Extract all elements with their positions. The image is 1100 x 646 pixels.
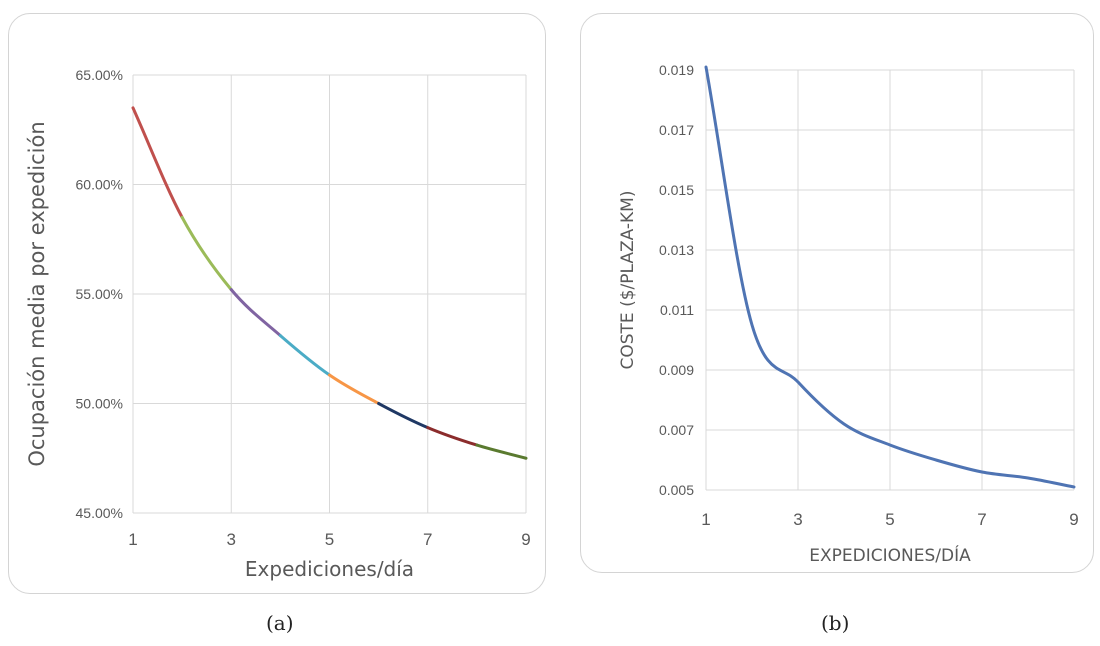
chart-a-line-segment [131,106,184,219]
chart-b-x-tick-label: 7 [977,510,986,529]
chart-a-line-segment [426,426,479,447]
chart-b-y-tick-label: 0.009 [659,362,694,378]
caption-a: (a) [266,611,294,635]
chart-b-x-tick-label: 9 [1069,510,1078,529]
chart-a-y-tick-label: 65.00% [76,67,123,83]
chart-panel-b [580,13,1094,573]
chart-a-line-segment [475,443,528,460]
chart-panel-a [8,13,546,594]
chart-a-line-segment [278,334,331,377]
chart-a-x-tick-label: 5 [325,530,334,549]
chart-a-y-tick-label: 45.00% [76,505,123,521]
chart-a-line-segment [180,215,233,292]
chart-b-y-axis-label: COSTE ($/PLAZA-KM) [618,191,638,370]
chart-b-x-tick-label: 3 [793,510,802,529]
chart-b-plot: 0.005 0.007 0.009 0.011 0.013 0.015 0.017 0.019… [618,62,1079,566]
chart-a-line-segment [229,288,282,338]
chart-a-x-tick-label: 9 [521,530,530,549]
chart-b-y-tick-label: 0.011 [660,302,694,318]
chart-a-x-tick-label: 3 [227,530,236,549]
chart-b-y-tick-label: 0.007 [659,422,694,438]
caption-b: (b) [821,611,850,635]
chart-b-x-axis-label: EXPEDICIONES/DÍA [809,544,971,566]
chart-a-y-tick-label: 50.00% [76,396,123,412]
chart-a-x-tick-label: 1 [128,530,137,549]
chart-a-x-tick-label: 7 [423,530,432,549]
chart-b-x-tick-label: 5 [885,510,894,529]
chart-b-y-tick-label: 0.005 [659,482,694,498]
chart-b-y-tick-label: 0.013 [659,242,694,258]
chart-a-y-tick-label: 60.00% [76,177,123,193]
chart-a-plot: 45.00% 50.00% 55.00% 60.00% 65.00% 1 3 5 7 9 Exped… [25,67,531,581]
chart-b-y-tick-label: 0.017 [659,122,694,138]
chart-a-y-axis-label: Ocupación media por expedición [25,121,49,466]
chart-b-x-tick-label: 1 [701,510,710,529]
chart-b-y-tick-label: 0.015 [659,182,694,198]
chart-b-y-tick-label: 0.019 [659,62,694,78]
chart-a-line-segment [377,402,430,430]
chart-b-series-line [704,65,1076,489]
chart-a-x-axis-label: Expediciones/día [245,557,414,581]
chart-a-line-segment [328,373,381,405]
chart-a-y-tick-label: 55.00% [76,286,123,302]
